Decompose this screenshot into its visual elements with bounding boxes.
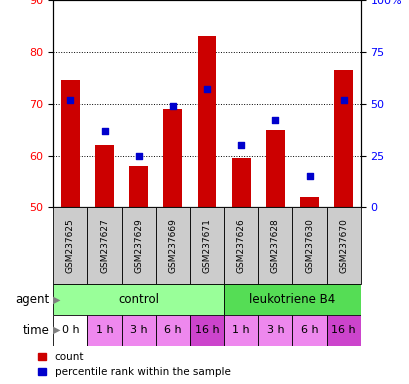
Bar bbox=[265, 129, 284, 207]
Text: GSM237627: GSM237627 bbox=[100, 218, 109, 273]
Bar bbox=[258, 315, 292, 346]
Text: agent: agent bbox=[15, 293, 49, 306]
Bar bbox=[258, 207, 292, 284]
Text: time: time bbox=[22, 324, 49, 337]
Legend: count, percentile rank within the sample: count, percentile rank within the sample bbox=[38, 352, 230, 377]
Bar bbox=[163, 109, 182, 207]
Bar bbox=[224, 284, 360, 315]
Text: GSM237671: GSM237671 bbox=[202, 218, 211, 273]
Bar bbox=[53, 207, 87, 284]
Bar bbox=[155, 207, 189, 284]
Text: GSM237626: GSM237626 bbox=[236, 218, 245, 273]
Bar bbox=[87, 207, 121, 284]
Bar bbox=[224, 315, 258, 346]
Text: 1 h: 1 h bbox=[232, 325, 249, 335]
Bar bbox=[326, 207, 360, 284]
Point bbox=[169, 103, 176, 109]
Bar bbox=[189, 207, 224, 284]
Bar bbox=[121, 207, 155, 284]
Bar bbox=[61, 80, 80, 207]
Text: ▶: ▶ bbox=[52, 325, 60, 335]
Point bbox=[306, 173, 312, 179]
Bar bbox=[189, 315, 224, 346]
Bar bbox=[53, 315, 87, 346]
Bar bbox=[326, 315, 360, 346]
Bar bbox=[292, 315, 326, 346]
Bar bbox=[121, 315, 155, 346]
Bar bbox=[224, 207, 258, 284]
Bar bbox=[53, 284, 224, 315]
Point bbox=[101, 127, 108, 134]
Bar bbox=[129, 166, 148, 207]
Point bbox=[203, 86, 210, 92]
Point bbox=[67, 96, 74, 103]
Text: GSM237669: GSM237669 bbox=[168, 218, 177, 273]
Text: 16 h: 16 h bbox=[194, 325, 219, 335]
Text: leukotriene B4: leukotriene B4 bbox=[249, 293, 335, 306]
Text: 3 h: 3 h bbox=[266, 325, 283, 335]
Bar bbox=[333, 70, 352, 207]
Text: 1 h: 1 h bbox=[96, 325, 113, 335]
Text: 6 h: 6 h bbox=[164, 325, 181, 335]
Bar bbox=[231, 158, 250, 207]
Text: GSM237625: GSM237625 bbox=[66, 218, 75, 273]
Bar bbox=[95, 145, 114, 207]
Bar bbox=[292, 207, 326, 284]
Point bbox=[135, 152, 142, 159]
Bar bbox=[299, 197, 318, 207]
Bar bbox=[197, 36, 216, 207]
Point bbox=[272, 117, 278, 123]
Bar bbox=[87, 315, 121, 346]
Text: 0 h: 0 h bbox=[61, 325, 79, 335]
Bar bbox=[155, 315, 189, 346]
Point bbox=[237, 142, 244, 148]
Text: GSM237630: GSM237630 bbox=[304, 218, 313, 273]
Text: GSM237628: GSM237628 bbox=[270, 218, 279, 273]
Text: ▶: ▶ bbox=[52, 295, 60, 305]
Text: control: control bbox=[118, 293, 159, 306]
Text: 3 h: 3 h bbox=[130, 325, 147, 335]
Text: 16 h: 16 h bbox=[330, 325, 355, 335]
Point bbox=[339, 96, 346, 103]
Text: GSM237629: GSM237629 bbox=[134, 218, 143, 273]
Text: 6 h: 6 h bbox=[300, 325, 317, 335]
Text: GSM237670: GSM237670 bbox=[338, 218, 347, 273]
